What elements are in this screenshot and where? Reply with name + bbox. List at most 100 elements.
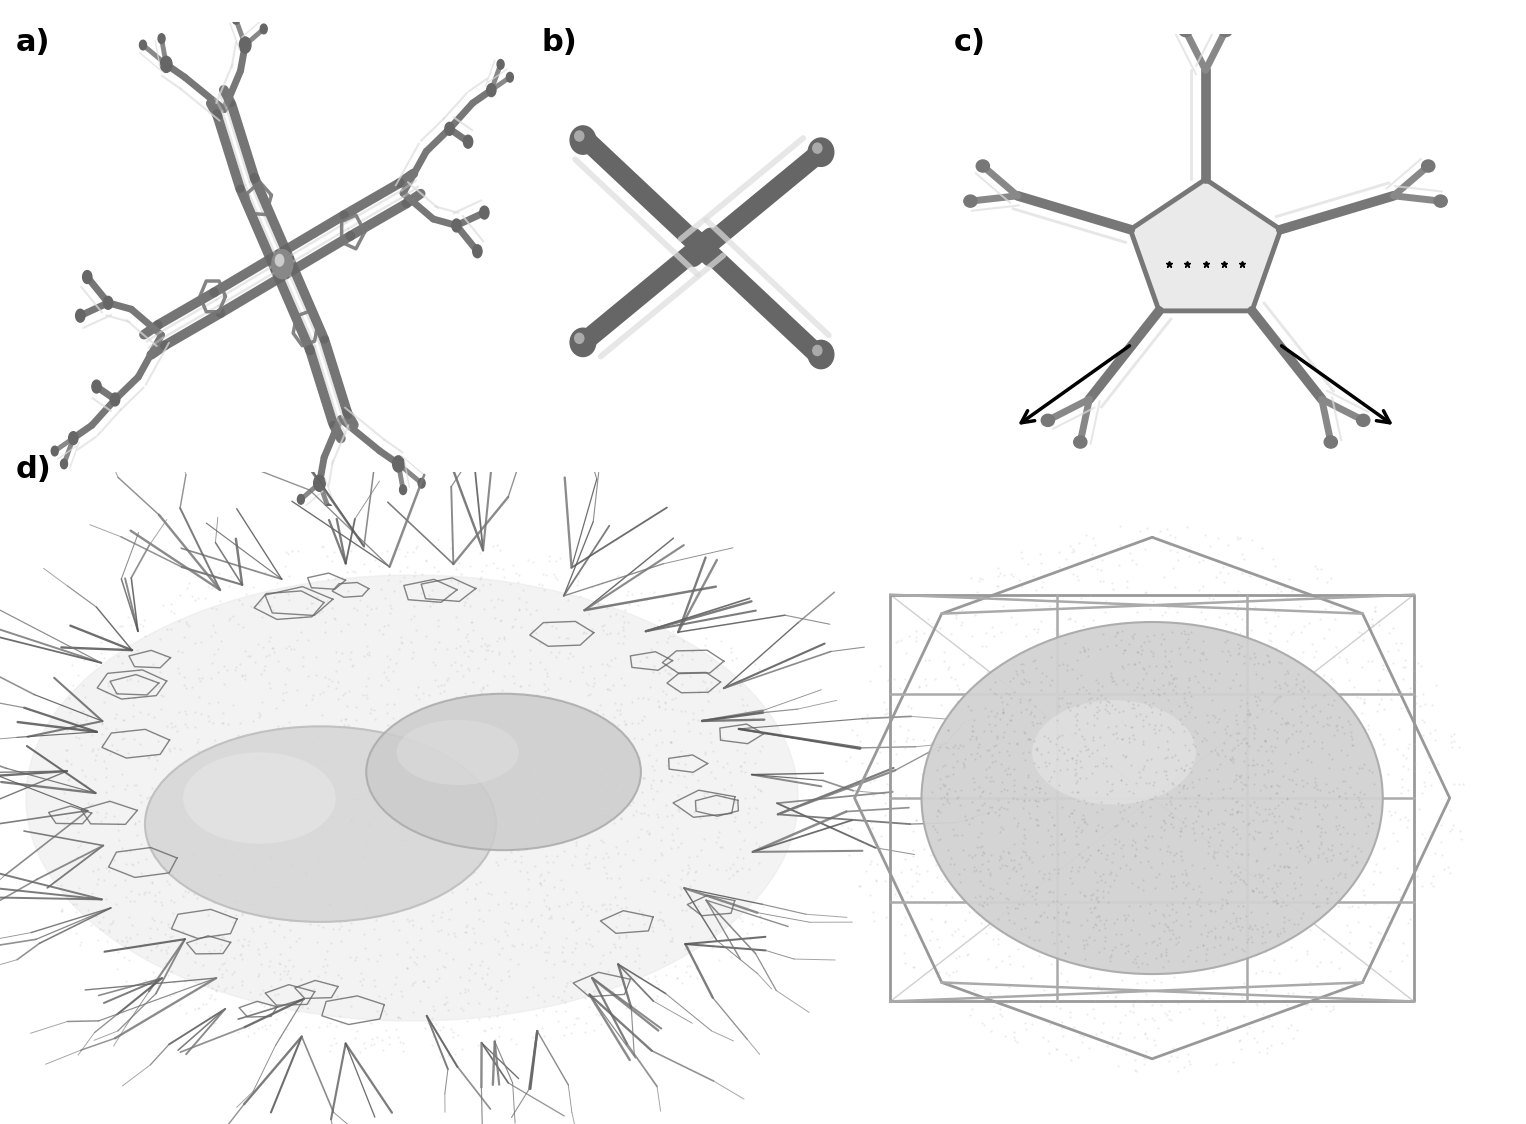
Point (398, 633, 423, 651)
Point (89, 849, 113, 867)
Point (1004, 862, 1029, 880)
Point (1180, 856, 1204, 874)
Point (537, 726, 562, 744)
Point (456, 661, 481, 679)
Point (1238, 917, 1262, 935)
Point (523, 936, 548, 954)
Point (482, 609, 507, 627)
Point (642, 582, 667, 600)
Point (1097, 865, 1122, 883)
Point (145, 936, 169, 954)
Point (1218, 882, 1242, 900)
Point (203, 645, 227, 663)
Point (1215, 842, 1239, 860)
Point (356, 855, 380, 873)
Point (1173, 694, 1198, 711)
Point (455, 589, 479, 607)
Point (920, 754, 945, 772)
Point (1047, 742, 1071, 760)
Point (1012, 744, 1036, 762)
Point (401, 973, 426, 991)
Point (737, 860, 761, 878)
Point (1108, 804, 1132, 822)
Point (1100, 1027, 1125, 1045)
Point (377, 831, 401, 849)
Point (922, 836, 946, 854)
Point (627, 652, 652, 670)
Point (276, 566, 301, 584)
Point (1230, 773, 1254, 791)
Point (1224, 604, 1248, 622)
Point (276, 962, 301, 980)
Point (1172, 789, 1196, 807)
Point (1259, 1036, 1283, 1054)
Point (1018, 808, 1042, 826)
Point (1154, 767, 1178, 785)
Point (501, 555, 525, 573)
Point (226, 1023, 250, 1041)
Point (1027, 783, 1051, 801)
Point (357, 816, 382, 834)
Point (1215, 717, 1239, 735)
Point (1154, 658, 1178, 676)
Point (1184, 724, 1209, 742)
Point (389, 892, 414, 910)
Point (1265, 822, 1289, 840)
Point (345, 895, 369, 913)
Point (472, 600, 496, 618)
Point (180, 678, 204, 696)
Point (278, 720, 302, 738)
Point (1172, 776, 1196, 794)
Point (1177, 547, 1201, 565)
Point (731, 696, 755, 714)
Point (250, 832, 275, 850)
Point (606, 624, 630, 642)
Point (1183, 797, 1207, 815)
Point (1404, 673, 1428, 691)
Point (324, 773, 348, 791)
Point (162, 973, 186, 991)
Point (1355, 716, 1380, 734)
Point (58, 779, 82, 797)
Point (206, 927, 230, 945)
Point (1259, 824, 1283, 842)
Point (1175, 779, 1199, 797)
Point (1141, 626, 1166, 644)
Point (273, 543, 298, 561)
Point (276, 661, 301, 679)
Point (520, 622, 545, 640)
Point (1001, 858, 1025, 876)
Point (1116, 942, 1140, 960)
Point (618, 735, 642, 753)
Point (420, 912, 444, 930)
Point (989, 782, 1013, 800)
Point (1218, 726, 1242, 744)
Point (340, 808, 365, 826)
Point (473, 1022, 497, 1040)
Point (986, 987, 1010, 1005)
Point (85, 874, 110, 892)
Point (243, 653, 267, 671)
Point (67, 716, 92, 734)
Point (996, 946, 1021, 964)
Point (456, 646, 481, 664)
Point (204, 849, 229, 867)
Point (1116, 572, 1140, 590)
Point (377, 749, 401, 767)
Point (1134, 627, 1158, 645)
Point (203, 941, 227, 959)
Point (1077, 899, 1102, 917)
Point (1087, 681, 1111, 699)
Point (1120, 873, 1144, 891)
Point (221, 696, 246, 714)
Point (1276, 984, 1300, 1001)
Point (934, 871, 958, 889)
Point (72, 652, 96, 670)
Point (1071, 641, 1096, 659)
Point (1238, 1017, 1262, 1035)
Point (1151, 676, 1175, 694)
Point (356, 950, 380, 968)
Point (336, 732, 360, 750)
Point (1250, 962, 1274, 980)
Point (194, 589, 218, 607)
